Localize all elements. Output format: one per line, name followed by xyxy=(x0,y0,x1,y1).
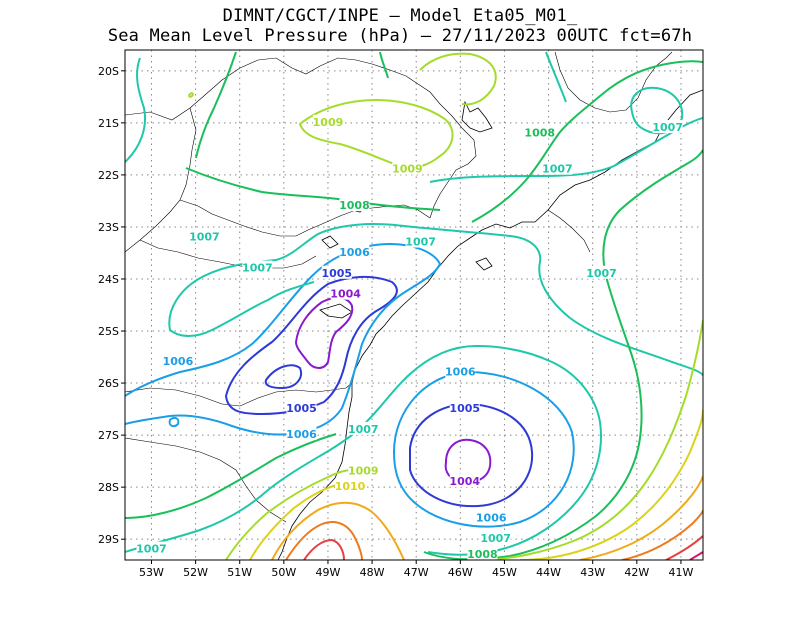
x-tick-label: 45W xyxy=(492,566,517,579)
contour-label: 1010 xyxy=(335,480,366,493)
state-borders xyxy=(125,51,673,523)
x-tick-label: 52W xyxy=(183,566,208,579)
contour-label: 1005 xyxy=(286,402,317,415)
y-tick-label: 27S xyxy=(98,429,119,442)
contour-label-bg xyxy=(542,161,573,175)
x-tick-label: 48W xyxy=(360,566,385,579)
chart-title-line1: DIMNT/CGCT/INPE – Model Eta05_M01_ xyxy=(222,6,578,26)
contour-label-bg xyxy=(136,541,167,555)
contour-label-bg xyxy=(339,244,370,258)
contour-label: 1005 xyxy=(449,402,480,415)
contour-label-bg xyxy=(480,531,511,545)
x-tick-label: 47W xyxy=(404,566,429,579)
contour-label: 1008 xyxy=(467,548,498,561)
contour-label-bg xyxy=(445,364,476,378)
contour-label-bg xyxy=(652,120,683,134)
isobars xyxy=(125,51,703,560)
contour-label: 1007 xyxy=(542,163,573,176)
contour-label-bg xyxy=(286,427,317,441)
y-tick-label: 23S xyxy=(98,221,119,234)
contour-label-bg xyxy=(524,125,555,139)
x-tick-label: 44W xyxy=(536,566,561,579)
contour-label: 1008 xyxy=(339,199,370,212)
contour-label: 1007 xyxy=(480,532,511,545)
contour-label: 1006 xyxy=(445,366,476,379)
x-tick-label: 53W xyxy=(139,566,164,579)
x-tick-labels: 53W 52W 51W 50W 49W 48W 47W 46W 45W 44W 43W 42W 41W xyxy=(139,560,693,579)
contour-label: 1006 xyxy=(163,355,194,368)
x-tick-label: 42W xyxy=(624,566,649,579)
contour-label-bg xyxy=(189,229,220,243)
contour-label: 1007 xyxy=(652,121,683,134)
contour-label: 1006 xyxy=(339,246,370,259)
contour-label-bg xyxy=(339,198,370,212)
contour-label-bg xyxy=(449,473,480,487)
y-tick-label: 28S xyxy=(98,481,119,494)
contour-label-bg xyxy=(449,401,480,415)
contour-label-bg xyxy=(330,286,361,300)
y-tick-label: 20S xyxy=(98,65,119,78)
y-tick-label: 25S xyxy=(98,325,119,338)
contour-label-bg xyxy=(405,234,436,248)
contour-label-bg xyxy=(476,510,507,524)
contour-label-bg xyxy=(467,546,498,560)
contour-label: 1005 xyxy=(321,267,352,280)
y-tick-label: 29S xyxy=(98,533,119,546)
contour-label-bg xyxy=(242,260,273,274)
contour-labels: 1004 1004 1005 1005 1005 1006 1006 1006 1006 1006… xyxy=(136,114,683,561)
contour-label-bg xyxy=(392,161,423,175)
contour-label: 1007 xyxy=(405,236,436,249)
contour-label-bg xyxy=(286,401,317,415)
contour-label: 1009 xyxy=(313,116,344,129)
x-tick-label: 50W xyxy=(271,566,296,579)
contour-label: 1007 xyxy=(348,423,379,436)
x-tick-label: 41W xyxy=(669,566,694,579)
contour-label: 1007 xyxy=(586,267,617,280)
x-tick-label: 46W xyxy=(448,566,473,579)
y-tick-labels: 20S 21S 22S 23S 24S 25S 26S 27S 28S 29S xyxy=(98,65,125,546)
contour-label: 1004 xyxy=(330,288,361,301)
contour-label: 1007 xyxy=(136,543,167,556)
y-tick-label: 24S xyxy=(98,273,119,286)
contour-label: 1007 xyxy=(242,262,273,275)
contour-label: 1008 xyxy=(524,126,555,139)
contour-label: 1004 xyxy=(449,475,480,488)
contour-label-bg xyxy=(348,463,379,477)
contour-label-bg xyxy=(586,265,617,279)
x-tick-label: 51W xyxy=(227,566,252,579)
lat-lon-grid xyxy=(125,50,703,560)
contour-label: 1007 xyxy=(189,230,220,243)
contour-label: 1006 xyxy=(286,428,317,441)
contour-label: 1009 xyxy=(392,163,423,176)
contour-label: 1006 xyxy=(476,511,507,524)
y-tick-label: 22S xyxy=(98,169,119,182)
contour-label-bg xyxy=(335,479,366,493)
contour-label: 1009 xyxy=(348,465,379,478)
x-tick-label: 43W xyxy=(580,566,605,579)
contour-label-bg xyxy=(348,421,379,435)
plot-frame xyxy=(124,49,704,561)
chart-title-line2: Sea Mean Level Pressure (hPa) – 27/11/20… xyxy=(107,26,693,46)
y-tick-label: 26S xyxy=(98,377,119,390)
y-tick-label: 21S xyxy=(98,117,119,130)
contour-label-bg xyxy=(162,354,193,368)
contour-label-bg xyxy=(312,114,343,128)
contour-label-bg xyxy=(321,265,352,279)
x-tick-label: 49W xyxy=(316,566,341,579)
